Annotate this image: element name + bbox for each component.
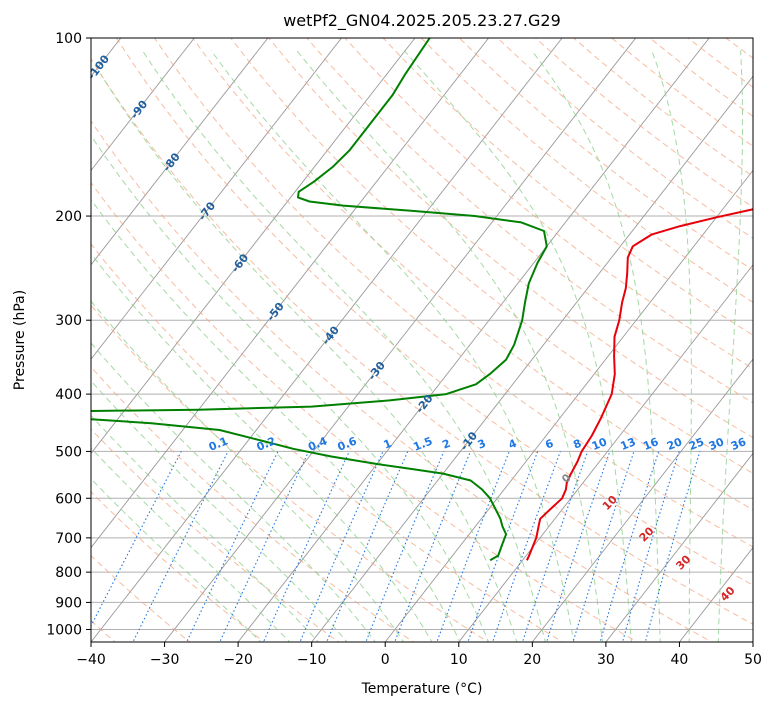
moist-adiabat-line (91, 300, 405, 642)
x-tick-label: 50 (744, 652, 762, 668)
mixing-ratio-line (492, 451, 561, 642)
dry-adiabat-line (115, 38, 753, 586)
x-tick-label: 0 (381, 652, 390, 668)
mixing-ratio-line (644, 451, 701, 642)
y-tick-label: 1000 (46, 623, 82, 639)
mixing-ratio-line (599, 451, 660, 642)
isotherm-line (91, 38, 195, 172)
isotherm-line (605, 452, 753, 642)
mixing-ratio-label: 36 (729, 435, 748, 453)
dry-adiabat-line (192, 38, 753, 511)
moist-adiabat-line (91, 253, 433, 642)
mixing-ratio-line (326, 451, 409, 642)
x-tick-label: −10 (297, 652, 327, 668)
mixing-ratio-label: 25 (687, 435, 706, 453)
moist-adiabat-line (210, 50, 575, 642)
mixing-ratio-label: 8 (571, 437, 583, 452)
chart-title: wetPf2_GN04.2025.205.23.27.G29 (283, 11, 561, 31)
temperature-profile (525, 208, 753, 561)
y-tick-label: 300 (55, 313, 82, 329)
mixing-ratio-label: 10 (590, 435, 609, 453)
mixing-ratio-line (621, 451, 680, 642)
mixing-ratio-line (186, 451, 279, 642)
dry-adiabat-line (91, 57, 753, 625)
mixing-ratio-line (365, 451, 445, 642)
grid-layer (91, 38, 753, 642)
mixing-ratio-line (219, 451, 310, 642)
mixing-ratio-label: 16 (641, 435, 660, 453)
mixing-ratio-line (572, 451, 635, 642)
moist-adiabat-line (91, 342, 376, 642)
dry-adiabat-line (91, 366, 415, 642)
isotherm-line (164, 38, 637, 642)
isotherm-line (384, 169, 753, 642)
y-tick-label: 100 (55, 31, 82, 47)
moist-adiabat-line (91, 134, 489, 642)
isotherm-line (91, 38, 563, 642)
isotherm-line (91, 38, 489, 549)
y-axis-label: Pressure (hPa) (12, 290, 28, 390)
mixing-ratio-label: 20 (665, 435, 684, 453)
mixing-ratio-line (546, 451, 611, 642)
plot-frame (90, 37, 754, 643)
x-tick-label: 40 (670, 652, 688, 668)
y-tick-label: 200 (55, 209, 82, 225)
series-layer (91, 38, 753, 562)
isotherm-line (91, 38, 416, 455)
mixing-ratio-line (91, 451, 182, 628)
moist-adiabat-line (531, 50, 661, 642)
isotherm-line (458, 264, 753, 642)
dry-adiabat-line (91, 120, 713, 642)
moist-adiabat-line (91, 414, 320, 642)
isotherm-line (91, 38, 269, 266)
dry-adiabat-line (91, 304, 489, 642)
axes-ticks: −40 −30 −20 −10 0 10 20 30 40 50 1000 900 800 700 600 5… (46, 31, 762, 668)
mixing-ratio-label: 2 (440, 437, 452, 452)
moist-adiabat-line (91, 447, 291, 642)
dry-adiabat-line (91, 181, 639, 642)
isotherm-line (237, 38, 710, 642)
dewpoint-profile (91, 38, 548, 562)
x-axis-label: Temperature (°C) (361, 681, 483, 697)
mixing-ratio-line (467, 451, 539, 642)
moist-adiabat-line (403, 50, 632, 642)
moist-adiabat-line (91, 380, 348, 642)
moist-adiabat-line (296, 50, 604, 642)
moist-adiabat-line (100, 73, 518, 642)
mixing-ratio-line (394, 451, 472, 642)
moist-adiabat-line (91, 198, 461, 642)
y-tick-label: 500 (55, 444, 82, 460)
mixing-ratio-label: 3 (476, 437, 488, 452)
moist-adiabat-line (651, 50, 692, 642)
moist-adiabat-line (717, 50, 743, 642)
mixing-ratio-line (521, 451, 589, 642)
x-tick-label: −40 (76, 652, 106, 668)
x-tick-label: 10 (450, 652, 468, 668)
isotherm-line (531, 358, 753, 642)
dry-adiabat-line (344, 38, 753, 370)
dry-adiabat-line (382, 38, 753, 336)
x-tick-label: −30 (150, 652, 180, 668)
mixing-ratio-line (436, 451, 510, 642)
dry-adiabat-line (420, 38, 753, 303)
dry-adiabat-line (91, 555, 191, 642)
y-tick-label: 900 (55, 595, 82, 611)
mixing-ratio-label: 1 (382, 437, 394, 452)
x-tick-label: −20 (223, 652, 253, 668)
y-tick-label: 800 (55, 565, 82, 581)
x-tick-label: 30 (597, 652, 615, 668)
y-tick-label: 700 (55, 531, 82, 547)
dry-adiabat-line (91, 428, 340, 642)
mixing-ratio-label: 13 (619, 435, 638, 453)
isotherm-line (91, 38, 342, 360)
y-tick-label: 600 (55, 491, 82, 507)
mixing-ratio-label: 30 (707, 435, 726, 453)
dry-adiabat-line (91, 243, 564, 642)
x-tick-label: 20 (523, 652, 541, 668)
y-tick-label: 400 (55, 387, 82, 403)
